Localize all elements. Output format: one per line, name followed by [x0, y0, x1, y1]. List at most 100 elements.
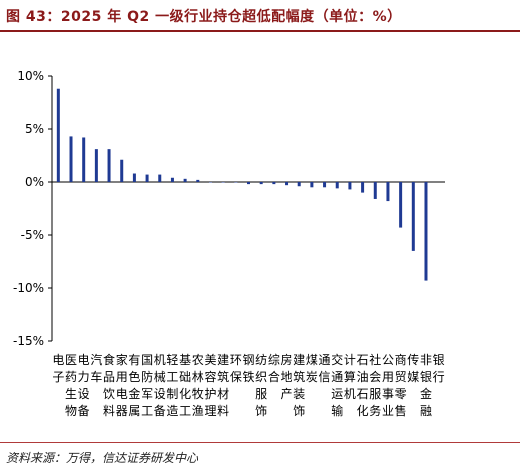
x-tick-label: 建: [217, 353, 229, 367]
x-tick-label: 零: [395, 387, 407, 401]
bar: [348, 182, 352, 190]
bar: [196, 179, 200, 182]
x-tick-label: 信: [319, 370, 331, 384]
x-tick-label: 商: [395, 352, 407, 367]
bar: [285, 182, 289, 186]
x-tick-label: 料: [217, 404, 229, 418]
x-tick-label: 有: [128, 353, 140, 367]
bar: [335, 182, 339, 189]
x-tick-label: 石: [357, 387, 369, 401]
x-tick-label: 服: [369, 387, 381, 401]
x-tick-label: 炭: [306, 370, 318, 384]
bar: [158, 174, 162, 182]
y-tick-label: 0%: [25, 175, 44, 189]
x-tick-label: 环: [230, 353, 242, 367]
bar-chart: 10% 5% 0% -5% -10% -15% 电子医药生物电力设备汽车食品饮料家用电器有色…: [0, 32, 520, 432]
x-tick-label: 械: [154, 369, 166, 384]
x-tick-label: 筑: [217, 369, 229, 384]
title-divider: [0, 30, 520, 32]
x-tick-label: 用: [116, 370, 128, 384]
figure-title: 图 43：2025 年 Q2 一级行业持仓超低配幅度（单位：%）: [6, 9, 402, 25]
y-tick-label: -5%: [21, 228, 44, 242]
x-tick-label: 电: [78, 353, 90, 367]
x-tick-label: 会: [369, 370, 381, 384]
x-tick-label: 农: [192, 353, 204, 367]
x-tick-label: 家: [116, 352, 128, 367]
bar: [310, 182, 314, 188]
y-tick-label: -10%: [13, 281, 44, 295]
x-tick-label: 牧: [192, 387, 204, 401]
x-tick-label: 造: [166, 404, 178, 418]
x-tick-label: 算: [344, 369, 356, 384]
x-tick-label: 础: [179, 370, 191, 384]
x-tick-label: 事: [382, 387, 394, 401]
x-tick-label: 力: [78, 370, 90, 384]
x-tick-label: 建: [293, 353, 305, 367]
x-tick-label: 煤: [306, 353, 318, 367]
x-tick-label: 物: [65, 404, 77, 418]
chart-svg: 10%5%0%-5%-10%-15%电子医药生物电力设备汽车食品饮料家用电器有色…: [13, 69, 445, 418]
x-tick-label: 纺: [255, 353, 267, 367]
x-tick-label: 汽: [90, 352, 102, 367]
x-tick-label: 饮: [103, 387, 115, 401]
y-tick-label: -15%: [13, 334, 44, 348]
x-tick-label: 房: [281, 352, 293, 367]
x-tick-label: 保: [230, 370, 242, 384]
x-tick-label: 交: [331, 352, 343, 367]
x-tick-label: 社: [369, 352, 381, 367]
x-tick-label: 渔: [192, 404, 204, 418]
x-tick-label: 融: [420, 404, 432, 418]
bar: [82, 137, 86, 182]
x-tick-label: 器: [116, 404, 128, 418]
x-tick-label: 设: [78, 387, 90, 401]
x-tick-label: 护: [204, 387, 216, 401]
x-tick-label: 钢: [242, 353, 254, 367]
x-tick-label: 国: [141, 353, 153, 367]
x-tick-label: 售: [395, 403, 407, 418]
x-tick-label: 林: [192, 370, 204, 384]
bar: [247, 182, 250, 185]
x-tick-label: 综: [268, 353, 280, 367]
x-tick-label: 传: [407, 352, 419, 367]
bar: [259, 182, 263, 185]
x-tick-label: 输: [331, 403, 343, 418]
x-tick-label: 美: [204, 353, 216, 367]
bar: [234, 182, 238, 183]
x-tick-label: 公: [382, 353, 394, 367]
x-tick-label: 料: [103, 404, 115, 418]
source-divider: [0, 442, 520, 443]
x-tick-label: 务: [369, 403, 381, 418]
bar: [145, 174, 149, 182]
x-tick-label: 银: [433, 353, 445, 367]
bar: [107, 149, 111, 182]
x-tick-label: 饰: [293, 404, 305, 418]
x-tick-label: 地: [281, 370, 293, 384]
x-tick-label: 媒: [407, 370, 419, 384]
x-tick-label: 设: [154, 387, 166, 401]
x-tick-label: 服: [255, 387, 267, 401]
x-tick-label: 备: [154, 404, 166, 418]
x-tick-label: 材: [217, 387, 229, 401]
x-tick-label: 工: [141, 404, 153, 418]
x-tick-label: 油: [357, 370, 369, 384]
y-tick-label: 5%: [25, 122, 44, 136]
bar: [386, 182, 390, 202]
bar: [424, 182, 428, 281]
x-tick-label: 铁: [242, 370, 254, 384]
x-tick-label: 生: [65, 387, 77, 401]
bar: [272, 182, 276, 185]
x-tick-label: 行: [433, 370, 445, 384]
x-tick-label: 医: [65, 353, 77, 367]
x-tick-label: 计: [344, 353, 356, 367]
x-tick-label: 电: [116, 387, 128, 401]
x-tick-label: 通: [331, 370, 343, 384]
source-note: 资料来源：万得，信达证券研发中心: [6, 451, 199, 465]
x-tick-label: 药: [65, 370, 77, 384]
bar: [297, 182, 301, 187]
bar: [170, 177, 174, 182]
x-tick-label: 非: [420, 353, 432, 367]
bar: [183, 178, 187, 182]
x-tick-label: 化: [179, 387, 191, 401]
bar: [120, 159, 124, 182]
bar: [221, 182, 225, 183]
